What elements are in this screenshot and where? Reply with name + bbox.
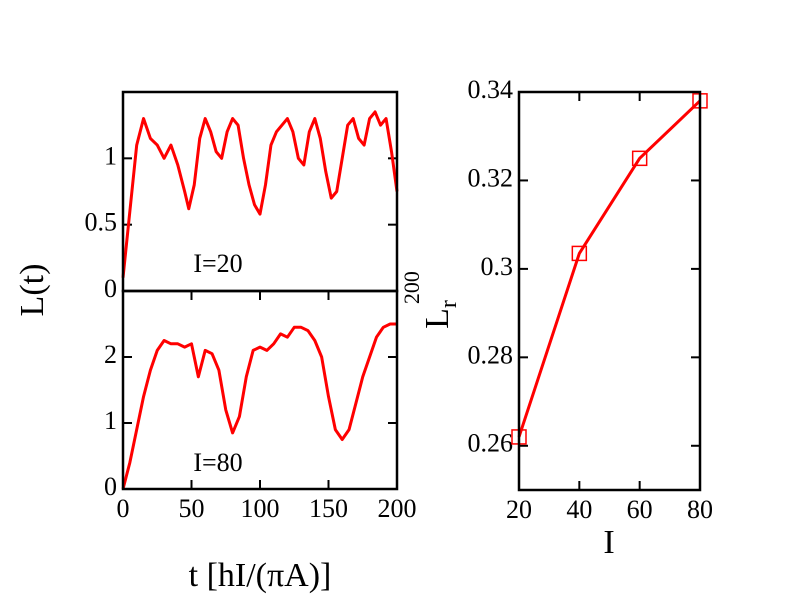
plot-frame: [121, 90, 399, 293]
y-axis-label: Lr 200: [399, 271, 461, 329]
plot-frame: [121, 289, 399, 491]
data-line: [121, 322, 397, 490]
y-tick-label: 1: [104, 141, 117, 170]
y-tick-label: 0.32: [468, 163, 514, 192]
x-tick-label: 200: [378, 494, 417, 523]
x-tick-label: 0: [117, 494, 130, 523]
y-tick-label: 2: [104, 340, 117, 369]
data-line: [121, 110, 399, 278]
y-axis-label-sup: 200: [399, 271, 424, 304]
annotation: I=20: [193, 249, 242, 278]
y-tick-label: 0.3: [481, 252, 514, 281]
plot-frame: [517, 90, 702, 492]
y-tick-label: 0.34: [468, 75, 514, 104]
x-tick-label: 20: [506, 495, 532, 524]
x-tick-label: 80: [687, 495, 713, 524]
y-axis-label-main: L: [419, 308, 456, 329]
y-tick-label: 0: [104, 472, 117, 501]
x-axis-label: I: [603, 524, 614, 561]
x-tick-label: 60: [627, 495, 653, 524]
marker: [631, 150, 648, 167]
x-tick-label: 40: [566, 495, 592, 524]
x-tick-label: 150: [309, 494, 348, 523]
y-tick-label: 0.5: [85, 208, 118, 237]
annotation: I=80: [193, 448, 242, 477]
x-tick-label: 100: [241, 494, 280, 523]
y-axis-label-sub: r: [436, 300, 462, 308]
y-tick-label: 0.28: [468, 340, 514, 369]
y-tick-label: 0: [104, 274, 117, 303]
x-axis-label: t [hI/(πA)]: [189, 557, 332, 594]
x-tick-label: 50: [179, 494, 205, 523]
y-tick-label: 1: [104, 406, 117, 435]
y-axis-label: L(t): [14, 264, 51, 317]
data-line: [517, 99, 702, 438]
y-tick-label: 0.26: [468, 429, 514, 458]
marker: [571, 245, 588, 262]
